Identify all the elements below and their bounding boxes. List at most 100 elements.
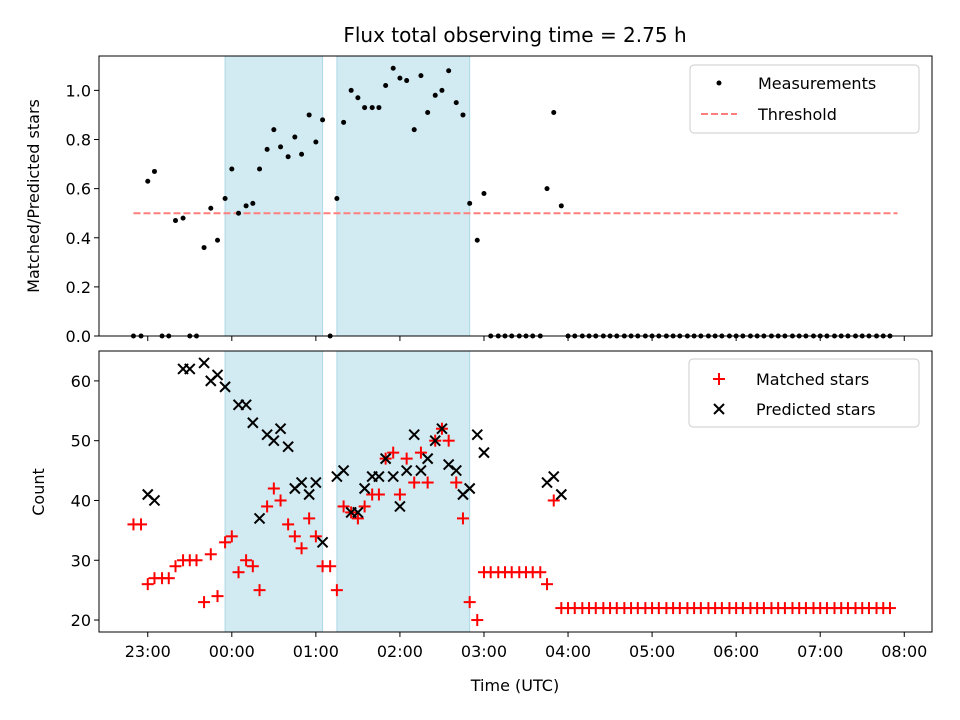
x-tick-label: 01:00	[293, 642, 339, 661]
measurement-point	[285, 154, 291, 160]
predicted-point	[555, 488, 568, 501]
predicted-point	[429, 434, 441, 447]
matched-point	[295, 542, 308, 555]
matched-point	[393, 488, 406, 501]
measurement-point	[376, 105, 382, 111]
matched-point	[267, 482, 280, 495]
matched-point	[547, 494, 560, 507]
bottom-legend: Matched stars Predicted stars	[688, 358, 920, 428]
measurement-point	[299, 151, 305, 157]
predicted-point	[400, 464, 413, 477]
x-tick-label: 05:00	[629, 642, 675, 661]
predicted-point	[303, 488, 315, 501]
measurement-point	[383, 82, 389, 88]
predicted-point	[436, 423, 448, 435]
predicted-point	[274, 423, 287, 435]
measurement-point	[180, 215, 186, 221]
predicted-point	[198, 357, 210, 369]
x-tick-label: 04:00	[545, 642, 591, 661]
measurement-point	[306, 112, 312, 118]
matched-point	[456, 512, 469, 525]
matched-point	[190, 554, 203, 567]
bottom-y-axis-label: Count	[29, 468, 48, 516]
measurement-point	[257, 166, 263, 172]
legend-label-measurements: Measurements	[758, 74, 876, 93]
matched-point	[288, 530, 301, 543]
bottom-legend-box	[688, 358, 920, 428]
predicted-point	[548, 470, 560, 483]
legend-marker-matched	[713, 373, 725, 385]
predicted-point	[219, 381, 231, 393]
measurement-point	[201, 245, 207, 251]
measurement-point	[145, 178, 151, 184]
matched-point	[324, 560, 337, 573]
matched-point	[240, 554, 253, 567]
matched-point	[309, 530, 322, 543]
measurement-point	[467, 200, 473, 206]
x-tick-label: 23:00	[125, 642, 171, 661]
predicted-point	[471, 428, 483, 441]
top-y-tick-label: 0.4	[66, 229, 91, 248]
measurement-point	[355, 95, 361, 101]
top-y-tick-label: 0.0	[66, 327, 91, 346]
matched-point	[534, 566, 547, 579]
matched-point	[253, 584, 266, 597]
measurement-point	[544, 186, 550, 192]
legend-marker-measurements	[716, 80, 722, 86]
legend-label-threshold: Threshold	[757, 105, 837, 124]
bottom-series-1	[142, 357, 568, 549]
x-tick-label: 08:00	[881, 642, 927, 661]
measurement-point	[411, 127, 417, 133]
x-tick-label: 06:00	[713, 642, 759, 661]
top-y-tick-label: 0.2	[66, 278, 91, 297]
matched-point	[225, 530, 238, 543]
top-shaded-region-1	[336, 55, 471, 337]
bottom-panel: 20 30 40 50 60 23:00 00:00 01:00 02:00 03:00 04:00…	[71, 350, 933, 661]
predicted-point	[379, 452, 392, 465]
predicted-point	[394, 500, 406, 513]
measurement-point	[369, 105, 375, 111]
matched-point	[358, 500, 371, 513]
predicted-point	[148, 494, 161, 507]
bottom-y-tick-label: 60	[71, 372, 91, 391]
top-axes-frame	[98, 55, 933, 337]
matched-point	[169, 560, 182, 573]
matched-point	[303, 512, 316, 525]
matched-point	[219, 536, 232, 549]
predicted-point	[310, 476, 322, 489]
matched-point	[246, 560, 259, 573]
bottom-y-tick-label: 20	[71, 611, 91, 630]
measurement-point	[313, 139, 319, 145]
predicted-point	[337, 464, 350, 477]
measurement-point	[453, 100, 459, 106]
predicted-point	[415, 464, 427, 477]
predicted-point	[295, 476, 308, 489]
predicted-point	[282, 440, 294, 453]
top-shaded-region-0	[224, 55, 324, 337]
top-y-tick-label: 1.0	[66, 81, 91, 100]
matched-point	[337, 500, 350, 513]
matched-point	[421, 476, 434, 489]
matched-point	[232, 566, 245, 579]
matched-point	[400, 452, 413, 465]
measurement-point	[292, 134, 298, 140]
measurement-point	[397, 75, 403, 81]
predicted-point	[387, 470, 399, 483]
matched-point	[471, 614, 484, 627]
predicted-point	[373, 470, 385, 483]
measurement-point	[151, 168, 157, 174]
bottom-y-tick-label: 40	[71, 491, 91, 510]
measurement-point	[341, 119, 347, 125]
top-legend: Measurements Threshold	[689, 64, 920, 134]
legend-label-predicted: Predicted stars	[756, 400, 876, 419]
predicted-point	[358, 482, 371, 495]
chart-title: Flux total observing time = 2.75 h	[343, 23, 686, 47]
predicted-point	[240, 399, 252, 411]
top-legend-box	[689, 64, 920, 134]
measurement-point	[474, 237, 480, 243]
matched-point	[261, 500, 274, 513]
predicted-point	[421, 452, 434, 465]
top-panel: 0.0 0.2 0.4 0.6 0.8 1.0	[66, 55, 933, 346]
measurement-point	[418, 73, 424, 79]
measurement-point	[348, 87, 354, 93]
